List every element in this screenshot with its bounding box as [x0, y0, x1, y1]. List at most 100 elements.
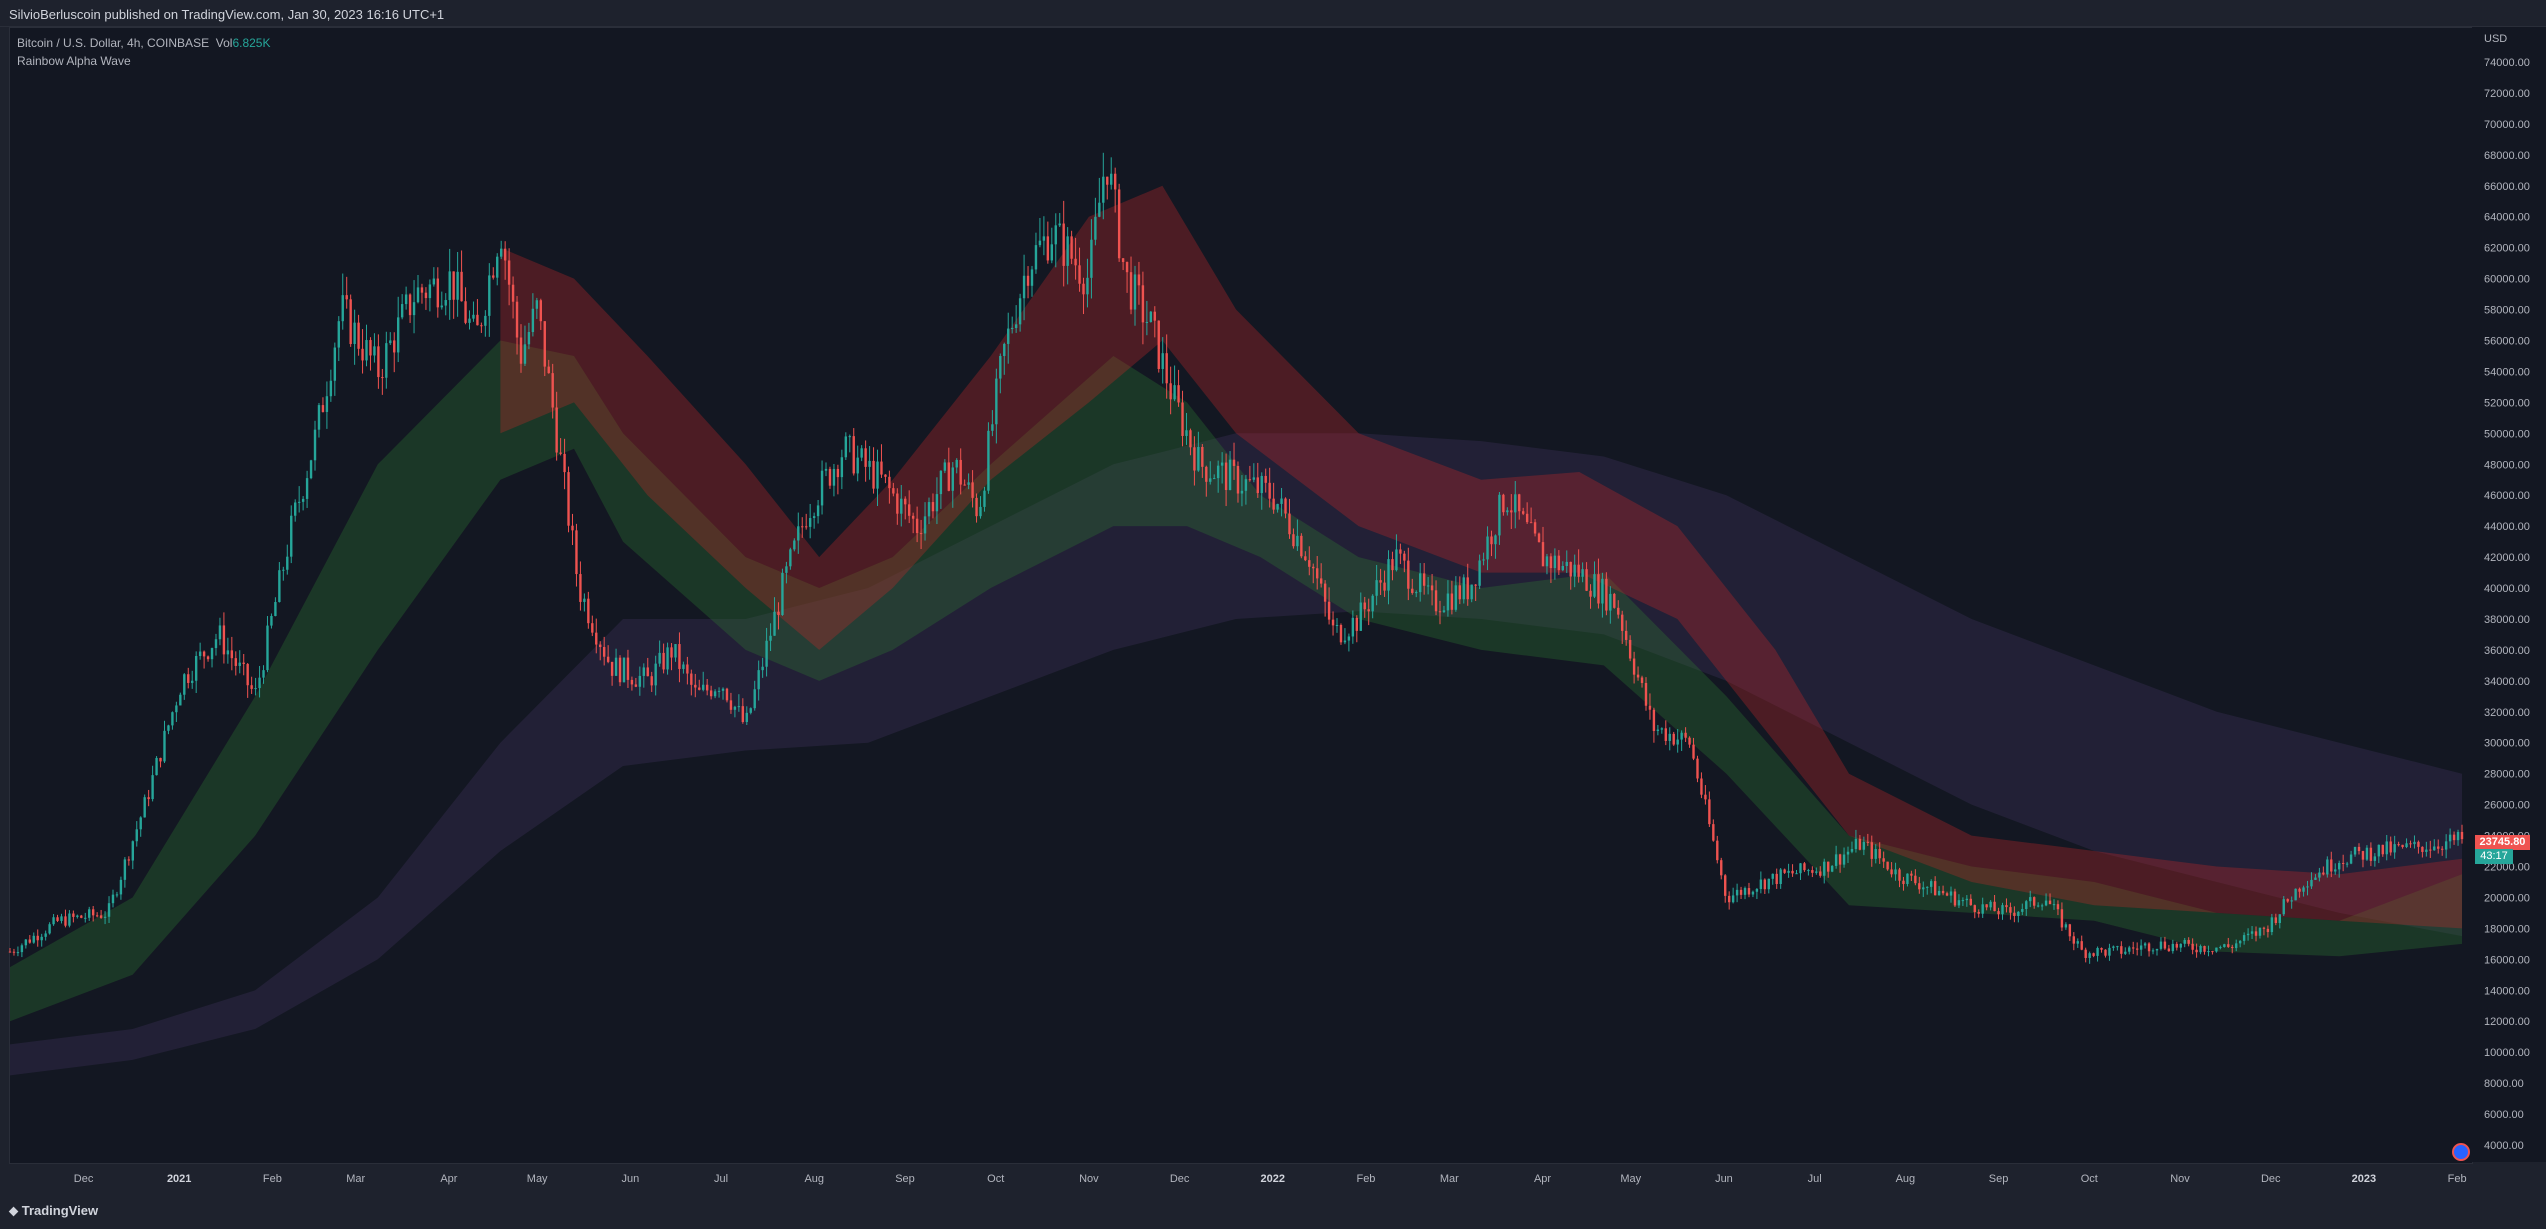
candle	[432, 278, 436, 285]
candle	[80, 915, 83, 918]
candle	[1038, 240, 1042, 246]
candle	[1791, 870, 1794, 874]
candle	[1704, 794, 1707, 800]
candle	[111, 894, 115, 904]
candle	[1648, 705, 1652, 710]
symbol-label[interactable]: Bitcoin / U.S. Dollar, 4h, COINBASE	[17, 36, 210, 50]
candle	[1680, 732, 1683, 740]
candle	[2334, 869, 2337, 872]
candle	[1874, 848, 1877, 859]
candle	[1624, 630, 1628, 640]
candle	[876, 461, 879, 489]
tradingview-logo[interactable]: ⬥ TradingView	[9, 1203, 98, 1219]
candle	[1743, 888, 1747, 895]
candle	[1549, 556, 1553, 569]
candle	[666, 647, 669, 670]
candle	[1644, 683, 1648, 706]
x-tick-label: Dec	[74, 1173, 94, 1185]
candle	[2278, 914, 2281, 924]
indicator-label[interactable]: Rainbow Alpha Wave	[17, 54, 131, 68]
candle	[844, 436, 848, 458]
candle	[337, 321, 340, 348]
candle	[1125, 262, 1129, 273]
y-tick-label: 38000.00	[2484, 614, 2530, 626]
candle	[2064, 924, 2068, 928]
y-tick-label: 50000.00	[2484, 428, 2530, 440]
candle	[983, 490, 986, 507]
candle	[793, 540, 796, 550]
candle	[258, 677, 261, 689]
candle	[1533, 522, 1537, 534]
candle	[1628, 639, 1632, 659]
candle	[44, 933, 47, 937]
candle	[1086, 277, 1089, 295]
candle	[436, 278, 440, 308]
candle	[868, 460, 871, 467]
candle	[91, 909, 95, 916]
candle	[2112, 946, 2115, 948]
candle	[2310, 879, 2313, 887]
candle	[1589, 590, 1592, 597]
candle	[1929, 881, 1933, 887]
candle	[2084, 949, 2087, 958]
candle	[1494, 535, 1497, 545]
candle	[1256, 477, 1259, 494]
candle	[2444, 841, 2448, 850]
price-axis[interactable]	[2472, 27, 2546, 1162]
candle	[737, 706, 741, 708]
candle	[967, 482, 970, 485]
currency-label[interactable]: USD	[2484, 33, 2508, 45]
candle	[2250, 931, 2254, 934]
candle	[412, 302, 416, 316]
candle	[1783, 869, 1786, 873]
y-tick-label: 46000.00	[2484, 490, 2530, 502]
candle	[1731, 895, 1735, 903]
candle	[717, 690, 721, 692]
x-tick-label: Aug	[804, 1173, 824, 1185]
y-tick-label: 28000.00	[2484, 769, 2530, 781]
chart-pane[interactable]	[9, 27, 2473, 1164]
candle	[702, 684, 705, 690]
candle	[1510, 510, 1513, 513]
candle	[1759, 879, 1763, 890]
us-flag-icon[interactable]	[2452, 1143, 2470, 1161]
candle	[1232, 459, 1236, 466]
candle	[642, 667, 645, 676]
candle	[1014, 324, 1018, 329]
band-purple	[10, 433, 2462, 1076]
candle	[1296, 535, 1299, 547]
candle	[1446, 593, 1450, 611]
candle	[2104, 949, 2107, 956]
candle	[1244, 479, 1248, 491]
candle	[1387, 559, 1390, 591]
candle	[1529, 522, 1533, 524]
candle	[904, 498, 907, 505]
candle	[733, 706, 737, 710]
rainbow-bands	[10, 185, 2462, 1076]
candle	[1319, 578, 1323, 584]
candle	[341, 295, 344, 322]
candle	[1426, 585, 1430, 587]
last-price-label: 23745.80	[2475, 835, 2530, 850]
candle	[1850, 849, 1854, 852]
candle	[1470, 584, 1473, 600]
candle	[1973, 905, 1976, 913]
candle	[1430, 585, 1434, 591]
candle	[575, 530, 578, 575]
candle	[1359, 602, 1362, 631]
candle	[1201, 446, 1204, 467]
candle	[888, 476, 891, 489]
candle	[1098, 202, 1101, 217]
candle	[1007, 328, 1010, 344]
candle	[1712, 824, 1715, 841]
candle	[1993, 901, 1996, 912]
candle	[286, 556, 289, 570]
candle	[1621, 614, 1624, 631]
candle	[377, 346, 380, 378]
candle	[440, 305, 443, 308]
candle	[943, 462, 947, 471]
x-axis-ticks: Dec 2021 Feb Mar Apr May Jun Jul Aug Sep Oct Nov Dec…	[74, 1173, 2467, 1185]
candle	[381, 377, 384, 379]
candle	[1846, 851, 1850, 855]
